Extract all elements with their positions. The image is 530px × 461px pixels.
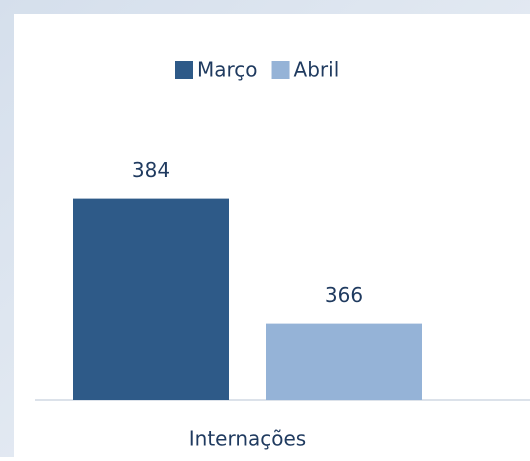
bar: [266, 323, 422, 400]
legend-label: Março: [197, 58, 258, 82]
data-label: 384: [132, 158, 170, 182]
data-label: 366: [325, 283, 363, 307]
legend-swatch: [175, 61, 193, 79]
x-tick-label: Internações: [189, 427, 306, 451]
legend-label: Abril: [294, 58, 340, 82]
bar: [73, 198, 229, 400]
legend-swatch: [271, 61, 290, 79]
